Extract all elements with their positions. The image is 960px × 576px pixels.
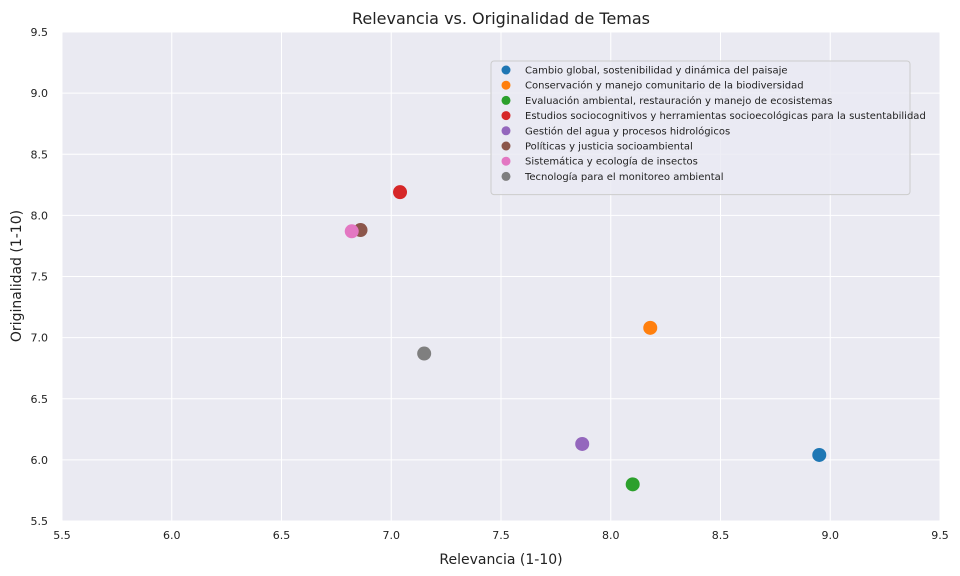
y-tick-label: 5.5 [31, 515, 49, 528]
x-tick-label: 9.5 [931, 529, 949, 542]
legend-label: Conservación y manejo comunitario de la … [525, 80, 804, 92]
legend-box [490, 60, 911, 196]
x-tick-label: 5.5 [53, 529, 71, 542]
legend-marker [501, 95, 511, 105]
data-point [575, 436, 590, 451]
legend: Cambio global, sostenibilidad y dinámica… [490, 60, 926, 196]
legend-marker [501, 126, 511, 136]
tick-labels: 5.5 6.0 6.5 7.0 7.5 8.0 8.5 9.0 9.5 5.5 6.0 6.5 7.0 7… [31, 26, 949, 542]
y-tick-label: 6.5 [31, 393, 49, 406]
y-tick-label: 8.0 [31, 209, 49, 222]
legend-label: Tecnología para el monitoreo ambiental [524, 171, 724, 183]
y-tick-label: 9.5 [31, 26, 49, 39]
data-point [417, 346, 432, 361]
x-tick-label: 6.5 [273, 529, 291, 542]
legend-marker [501, 111, 511, 121]
legend-label: Gestión del agua y procesos hidrológicos [525, 125, 730, 137]
y-tick-label: 9.0 [31, 87, 49, 100]
legend-label: Políticas y justicia socioambiental [525, 141, 693, 153]
legend-label: Evaluación ambiental, restauración y man… [525, 95, 832, 107]
legend-marker [501, 80, 511, 90]
y-tick-label: 7.0 [31, 332, 49, 345]
chart-title: Relevancia vs. Originalidad de Temas [352, 9, 650, 28]
data-points [344, 185, 827, 492]
legend-label: Cambio global, sostenibilidad y dinámica… [525, 65, 788, 77]
legend-marker [501, 65, 511, 75]
data-point [625, 477, 640, 492]
legend-marker [501, 156, 511, 166]
legend-label: Estudios sociocognitivos y herramientas … [525, 110, 926, 122]
y-tick-label: 6.0 [31, 454, 49, 467]
x-tick-label: 7.0 [383, 529, 401, 542]
x-tick-label: 8.5 [712, 529, 730, 542]
y-axis-label: Originalidad (1-10) [9, 210, 25, 342]
x-tick-label: 6.0 [163, 529, 181, 542]
x-tick-label: 7.5 [492, 529, 510, 542]
y-tick-label: 8.5 [31, 148, 49, 161]
x-tick-label: 8.0 [602, 529, 620, 542]
data-point [643, 320, 658, 335]
x-tick-label: 9.0 [822, 529, 840, 542]
data-point [393, 185, 408, 200]
data-point [344, 224, 359, 239]
legend-label: Sistemática y ecología de insectos [525, 156, 698, 168]
x-axis-label: Relevancia (1-10) [439, 552, 562, 568]
data-point [812, 447, 827, 462]
y-tick-label: 7.5 [31, 271, 49, 284]
legend-marker [501, 141, 511, 151]
legend-marker [501, 171, 511, 181]
